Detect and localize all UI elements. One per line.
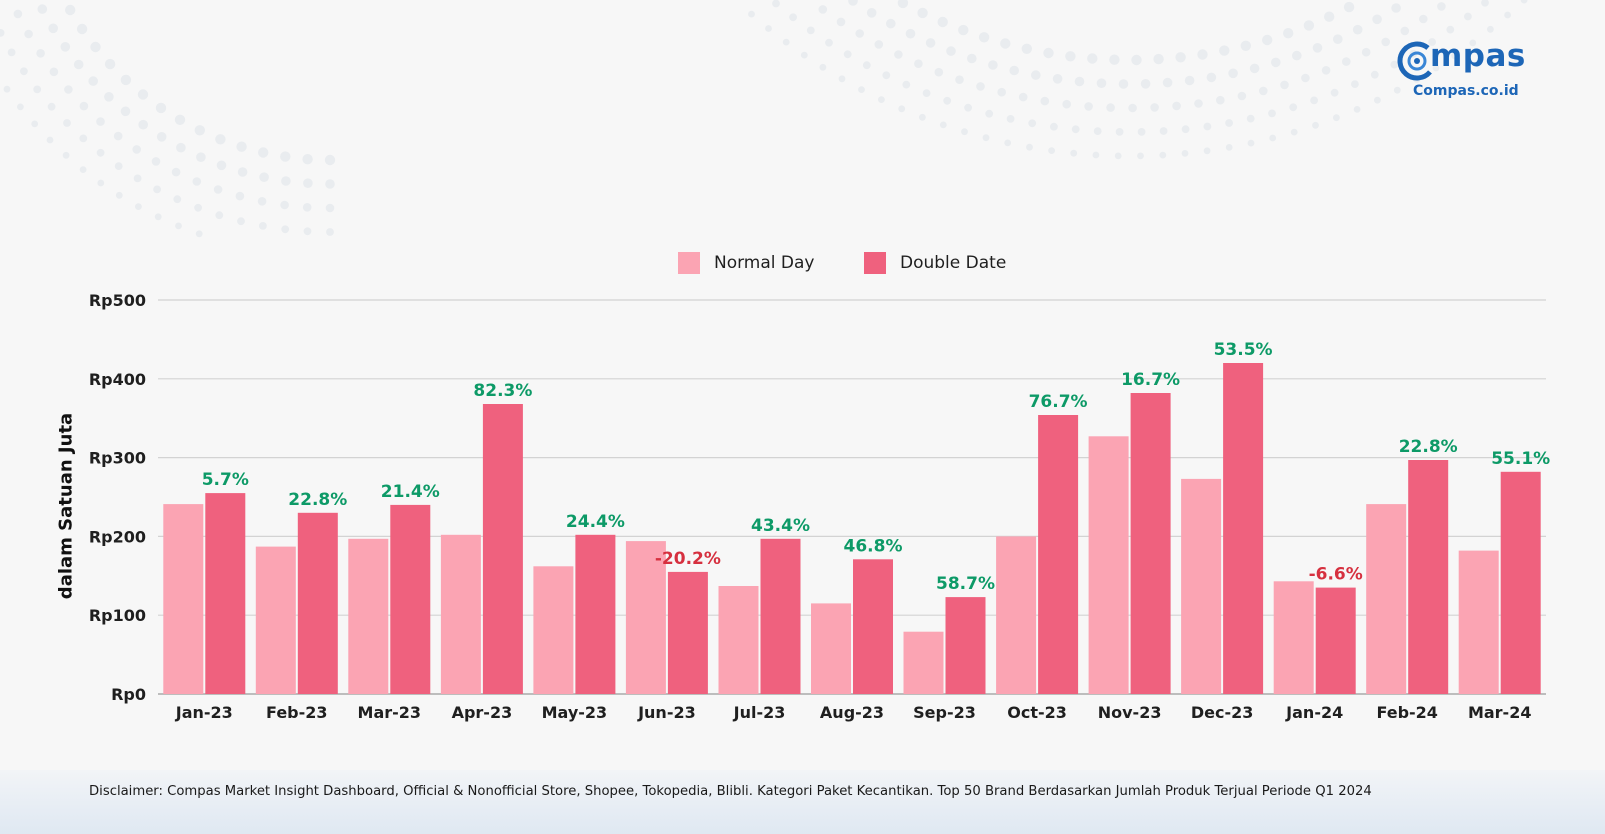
compas-logo-mark-icon bbox=[1397, 41, 1437, 81]
change-data-label: -6.6% bbox=[1309, 565, 1363, 585]
footer-band bbox=[0, 770, 1605, 834]
legend-swatch-normal-day bbox=[678, 252, 700, 274]
bar-double-date bbox=[390, 504, 431, 694]
x-tick-label: Oct-23 bbox=[1007, 703, 1067, 722]
y-tick-label: Rp500 bbox=[89, 291, 146, 310]
x-tick-label: Sep-23 bbox=[913, 703, 976, 722]
x-tick-label: Mar-23 bbox=[358, 703, 422, 722]
compas-logo-wordmark: mpas bbox=[1430, 38, 1526, 74]
bar-double-date bbox=[945, 597, 986, 694]
bar-double-date bbox=[1130, 393, 1171, 694]
bar-normal-day bbox=[1273, 581, 1314, 694]
bar-normal-day bbox=[533, 566, 574, 694]
x-tick-label: Aug-23 bbox=[820, 703, 884, 722]
change-data-label: 43.4% bbox=[751, 516, 810, 536]
bar-double-date bbox=[1038, 415, 1079, 694]
bar-normal-day bbox=[255, 546, 296, 694]
legend-item-normal-day: Normal Day bbox=[678, 250, 814, 276]
legend-label-double-date: Double Date bbox=[900, 253, 1007, 273]
legend-item-double-date: Double Date bbox=[864, 250, 1006, 276]
bar-double-date bbox=[1315, 587, 1356, 694]
y-tick-label: Rp100 bbox=[89, 606, 146, 625]
x-tick-label: Feb-24 bbox=[1376, 703, 1438, 722]
y-tick-label: Rp0 bbox=[111, 685, 146, 704]
bar-normal-day bbox=[1366, 504, 1407, 694]
x-tick-label: Apr-23 bbox=[452, 703, 513, 722]
y-tick-label: Rp400 bbox=[89, 370, 146, 389]
change-data-label: 16.7% bbox=[1121, 370, 1180, 390]
bar-normal-day bbox=[996, 536, 1037, 694]
bar-normal-day bbox=[348, 538, 389, 694]
change-data-label: 55.1% bbox=[1491, 449, 1550, 469]
x-tick-label: Dec-23 bbox=[1191, 703, 1254, 722]
x-tick-label: Nov-23 bbox=[1098, 703, 1162, 722]
x-tick-label: May-23 bbox=[542, 703, 608, 722]
disclaimer-text: Disclaimer: Compas Market Insight Dashbo… bbox=[89, 784, 1372, 799]
x-tick-label: Jun-23 bbox=[637, 703, 696, 722]
x-tick-label: Mar-24 bbox=[1468, 703, 1532, 722]
y-tick-label: Rp300 bbox=[89, 449, 146, 468]
compas-site-label: Compas.co.id bbox=[1413, 83, 1519, 99]
x-tick-label: Feb-23 bbox=[266, 703, 328, 722]
bar-double-date bbox=[760, 538, 801, 694]
bar-normal-day bbox=[163, 504, 204, 694]
x-tick-label: Jan-23 bbox=[175, 703, 233, 722]
bar-double-date bbox=[1223, 363, 1264, 694]
change-data-label: 22.8% bbox=[1399, 437, 1458, 457]
change-data-label: 58.7% bbox=[936, 574, 995, 594]
change-data-label: 5.7% bbox=[202, 470, 249, 490]
bar-double-date bbox=[575, 534, 616, 694]
bar-normal-day bbox=[625, 541, 666, 694]
x-tick-label: Jan-24 bbox=[1285, 703, 1343, 722]
change-data-label: 82.3% bbox=[473, 381, 532, 401]
change-data-label: 46.8% bbox=[844, 536, 903, 556]
bar-normal-day bbox=[903, 631, 944, 694]
bar-double-date bbox=[1408, 460, 1449, 694]
bar-normal-day bbox=[718, 586, 759, 694]
bar-double-date bbox=[205, 493, 246, 694]
change-data-label: 22.8% bbox=[288, 490, 347, 510]
x-tick-label: Jul-23 bbox=[733, 703, 786, 722]
bar-double-date bbox=[667, 571, 708, 694]
change-data-label: 24.4% bbox=[566, 512, 625, 532]
change-data-label: 76.7% bbox=[1029, 392, 1088, 412]
bar-double-date bbox=[297, 512, 338, 694]
bar-normal-day bbox=[440, 534, 481, 694]
legend-swatch-double-date bbox=[864, 252, 886, 274]
bar-double-date bbox=[1500, 471, 1541, 694]
change-data-label: 53.5% bbox=[1214, 340, 1273, 360]
change-data-label: -20.2% bbox=[655, 549, 721, 569]
bar-double-date bbox=[853, 559, 893, 694]
y-tick-label: Rp200 bbox=[89, 527, 146, 546]
bar-normal-day bbox=[1181, 478, 1222, 694]
bar-normal-day bbox=[1458, 550, 1499, 694]
legend-label-normal-day: Normal Day bbox=[714, 253, 815, 273]
bar-double-date bbox=[482, 404, 523, 694]
bar-chart: Rp0 Rp100 Rp200 Rp300 Rp400 Rp500 5.7% Jan-23 22… bbox=[89, 291, 1550, 722]
bar-normal-day bbox=[1088, 436, 1129, 694]
change-data-label: 21.4% bbox=[381, 482, 440, 502]
compas-logo: mpas Compas.co.id bbox=[1396, 36, 1536, 106]
bar-normal-day bbox=[811, 603, 851, 694]
